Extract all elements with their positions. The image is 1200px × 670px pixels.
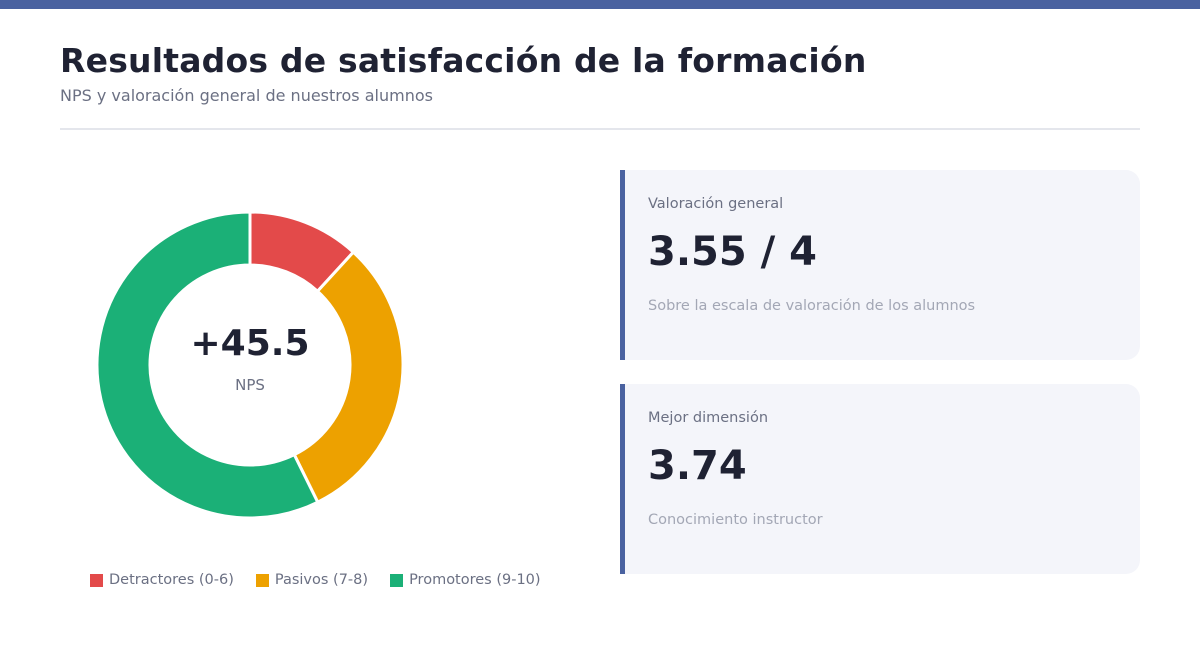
legend-label-promoters: Promotores (9-10) xyxy=(409,572,541,588)
card-best-dimension: Mejor dimensión 3.74 Conocimiento instru… xyxy=(620,384,1140,574)
header-divider xyxy=(60,128,1140,130)
legend-label-passives: Pasivos (7-8) xyxy=(274,572,369,588)
donut-slice-passives xyxy=(292,250,405,505)
card-value: 3.74 xyxy=(648,443,747,489)
legend-item-promoters: Promotores (9-10) xyxy=(390,572,541,588)
card-overall-rating: Valoración general 3.55 / 4 Sobre la esc… xyxy=(620,170,1140,360)
card-value: 3.55 / 4 xyxy=(648,229,817,275)
card-label: Mejor dimensión xyxy=(648,410,769,426)
legend-label-detractors: Detractores (0-6) xyxy=(109,572,234,588)
header: Resultados de satisfacción de la formaci… xyxy=(60,40,1140,107)
top-accent-bar xyxy=(0,0,1200,9)
nps-donut-chart: +45.5 NPS xyxy=(80,195,420,535)
legend-swatch-promoters xyxy=(390,573,404,587)
chart-legend: Detractores (0-6) Pasivos (7-8) Promotor… xyxy=(90,572,563,588)
legend-swatch-detractors xyxy=(90,573,103,587)
donut-slice-promoters xyxy=(95,210,320,520)
page-subtitle: NPS y valoración general de nuestros alu… xyxy=(60,86,433,105)
donut-svg xyxy=(95,210,405,520)
page-title: Resultados de satisfacción de la formaci… xyxy=(60,41,867,80)
legend-swatch-passives xyxy=(255,573,269,587)
legend-item-detractors: Detractores (0-6) xyxy=(90,572,234,588)
card-note: Sobre la escala de valoración de los alu… xyxy=(648,298,976,314)
legend-item-passives: Pasivos (7-8) xyxy=(255,572,369,588)
card-note: Conocimiento instructor xyxy=(648,512,823,528)
card-label: Valoración general xyxy=(648,196,784,212)
